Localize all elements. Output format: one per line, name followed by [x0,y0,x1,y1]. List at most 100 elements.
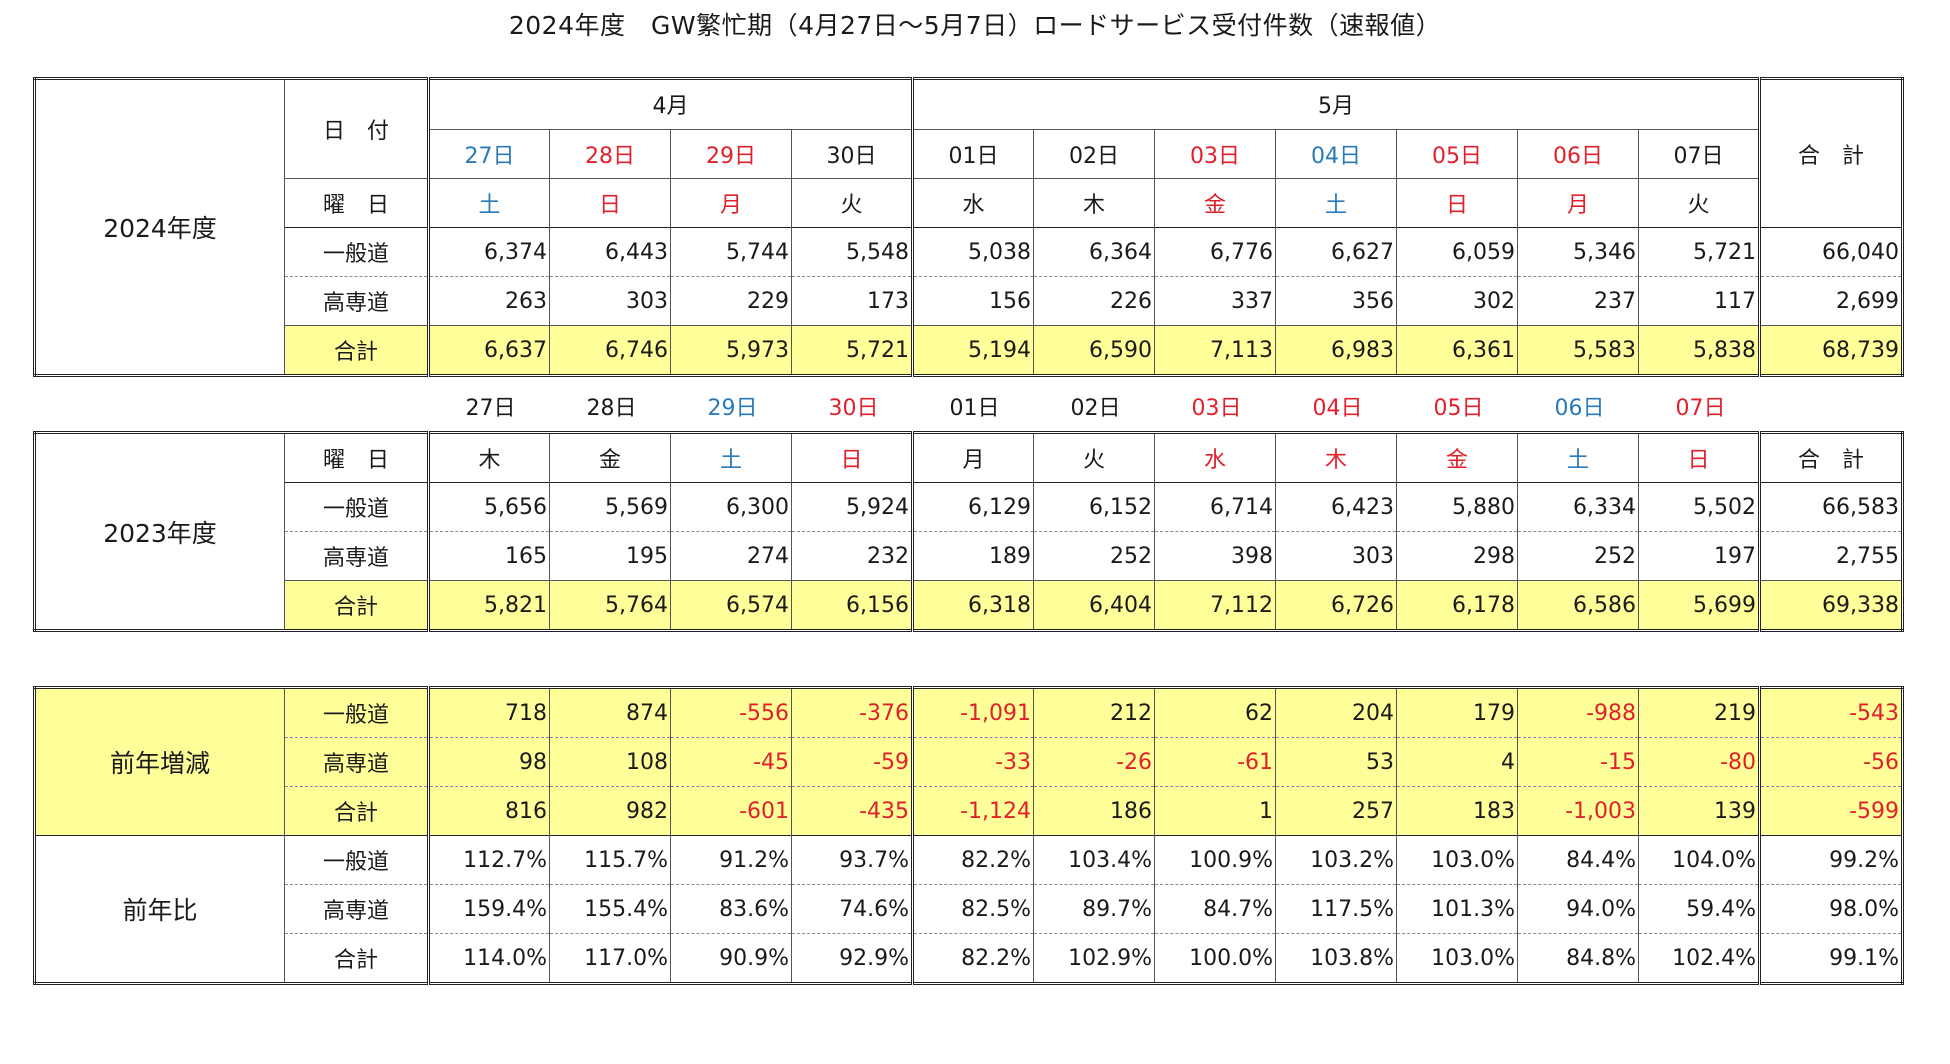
change-total-label: 合計 [284,786,429,836]
fy2024-total-cell: 68,739 [1758,325,1903,376]
fy2023-date-cell: 28日 [586,396,637,421]
change-general-cell: 874 [549,687,671,738]
fy2023-total-cell: 6,318 [911,580,1034,631]
fy2023-weekday-cell: 金 [1396,432,1518,483]
fy2023-general-cell: 5,924 [791,482,913,532]
fy2024-date-cell: 04日 [1275,128,1397,179]
fy2024-date-cell: 07日 [1638,128,1760,179]
ratio-total-cell: 103.8% [1275,933,1397,984]
fy2023-table: 2023年度 曜 日 木金土日月火水木金土日合 計 一般道 5,656 5,569… [33,431,1904,632]
fy2024-total-row: 合計 6,637 6,746 5,973 5,721 5,194 6,590 7,113 6,… [35,325,1903,376]
change-expressway-cell: -45 [670,737,792,787]
fy2023-general-cell: 5,569 [549,482,671,532]
fy2023-expressway-cell: 298 [1396,531,1518,581]
fy2023-expressway-cell: 197 [1638,531,1760,581]
change-total-cell: 183 [1396,786,1518,836]
change-expressway-label: 高専道 [284,737,429,787]
change-total-cell: 186 [1033,786,1155,836]
fy2024-general-row: 一般道 6,374 6,443 5,744 5,548 5,038 6,364 6,776 6… [35,227,1903,277]
ratio-expressway-cell: 74.6% [791,884,913,934]
fy2024-general-cell: 6,443 [549,227,671,277]
fy2023-date-cell: 29日 [707,396,758,421]
fy2024-expressway-cell: 302 [1396,276,1518,326]
fy2024-general-cell: 6,776 [1154,227,1276,277]
fy2024-total-cell: 7,113 [1154,325,1276,376]
fy2024-weekday-cell: 月 [670,178,792,228]
fy2023-total-cell: 69,338 [1758,580,1903,631]
change-expressway-cell: 53 [1275,737,1397,787]
ratio-total-cell: 114.0% [427,933,550,984]
fy2023-total-row: 合計 5,821 5,764 6,574 6,156 6,318 6,404 7,112 6,… [35,580,1903,631]
change-general-cell: 204 [1275,687,1397,738]
fy2024-weekday-cell: 火 [791,178,913,228]
general-road-label-2023: 一般道 [284,482,429,532]
fy2023-weekday-cell: 月 [911,432,1034,483]
fy2023-total-cell: 7,112 [1154,580,1276,631]
fy2024-total-cell: 5,838 [1638,325,1760,376]
fy2024-expressway-cell: 173 [791,276,913,326]
fy2024-date-cell: 27日 [427,128,550,179]
fy2024-total-cell: 5,583 [1517,325,1639,376]
ratio-total-cell: 90.9% [670,933,792,984]
fy2023-total-cell: 6,156 [791,580,913,631]
fy2024-weekday-cell: 土 [427,178,550,228]
fy2024-total-cell: 5,973 [670,325,792,376]
fy2024-expressway-cell: 117 [1638,276,1760,326]
fy2023-general-cell: 6,423 [1275,482,1397,532]
fy2024-date-cell: 30日 [791,128,913,179]
subtotal-label: 合計 [284,325,429,376]
fy2023-general-cell: 6,300 [670,482,792,532]
change-total-cell: 1 [1154,786,1276,836]
weekday-header: 曜 日 [284,178,429,228]
change-general-cell: 718 [427,687,550,738]
fy2024-general-cell: 5,721 [1638,227,1760,277]
yoy-change-label: 前年増減 [34,687,285,836]
ratio-general-cell: 103.0% [1396,835,1518,885]
fy2024-total-cell: 6,361 [1396,325,1518,376]
fy2024-weekday-cell: 火 [1638,178,1760,228]
fy2023-general-cell: 66,583 [1758,482,1903,532]
comparison-table: 前年増減 一般道 718 874 -556 -376 -1,091 212 62 204 179… [33,686,1904,985]
change-general-cell: -376 [791,687,913,738]
ratio-expressway-cell: 117.5% [1275,884,1397,934]
ratio-general-cell: 103.4% [1033,835,1155,885]
fy2023-expressway-cell: 189 [911,531,1034,581]
change-general-cell: -988 [1517,687,1639,738]
fy2023-weekday-cell: 日 [791,432,913,483]
ratio-general-cell: 93.7% [791,835,913,885]
fy2024-expressway-row: 高専道 263 303 229 173 156 226 337 356 302 237 117 2,6… [35,276,1903,326]
change-total-cell: 816 [427,786,550,836]
change-general-cell: 212 [1033,687,1155,738]
expressway-label-2023: 高専道 [284,531,429,581]
ratio-general-cell: 104.0% [1638,835,1760,885]
fy2024-expressway-cell: 226 [1033,276,1155,326]
fy2023-weekday-row: 2023年度 曜 日 木金土日月火水木金土日合 計 [34,432,1903,631]
fy2024-expressway-cell: 337 [1154,276,1276,326]
change-general-row: 前年増減 一般道 718 874 -556 -376 -1,091 212 62 204 179… [34,687,1903,836]
fy2024-expressway-cell: 263 [427,276,550,326]
fy2023-total-cell: 5,821 [427,580,550,631]
weekday-header-2023: 曜 日 [284,432,429,483]
ratio-total-cell: 92.9% [791,933,913,984]
change-total-cell: 139 [1638,786,1760,836]
fy2023-total-cell: 6,726 [1275,580,1397,631]
fy2023-date-cell: 27日 [465,396,516,421]
ratio-total-cell: 103.0% [1396,933,1518,984]
fy2024-general-cell: 6,627 [1275,227,1397,277]
change-total-cell: -601 [670,786,792,836]
fy2024-expressway-cell: 156 [911,276,1034,326]
fy2024-total-cell: 5,721 [791,325,913,376]
change-expressway-cell: -15 [1517,737,1639,787]
fy2023-total-cell: 6,178 [1396,580,1518,631]
ratio-total-cell: 99.1% [1758,933,1903,984]
fy2023-general-cell: 6,714 [1154,482,1276,532]
total-header-2023: 合 計 [1758,432,1903,483]
ratio-expressway-cell: 159.4% [427,884,550,934]
fy2024-weekday-cell: 日 [549,178,671,228]
fy2024-weekday-cell: 水 [911,178,1034,228]
fy2024-weekday-cell: 木 [1033,178,1155,228]
fy2024-label: 2024年度 [34,78,285,376]
fy2023-expressway-cell: 165 [427,531,550,581]
change-expressway-row: 高専道 98 108 -45 -59 -33 -26 -61 53 4 -15 -80 -56 [35,737,1903,787]
fy2024-expressway-cell: 2,699 [1758,276,1903,326]
